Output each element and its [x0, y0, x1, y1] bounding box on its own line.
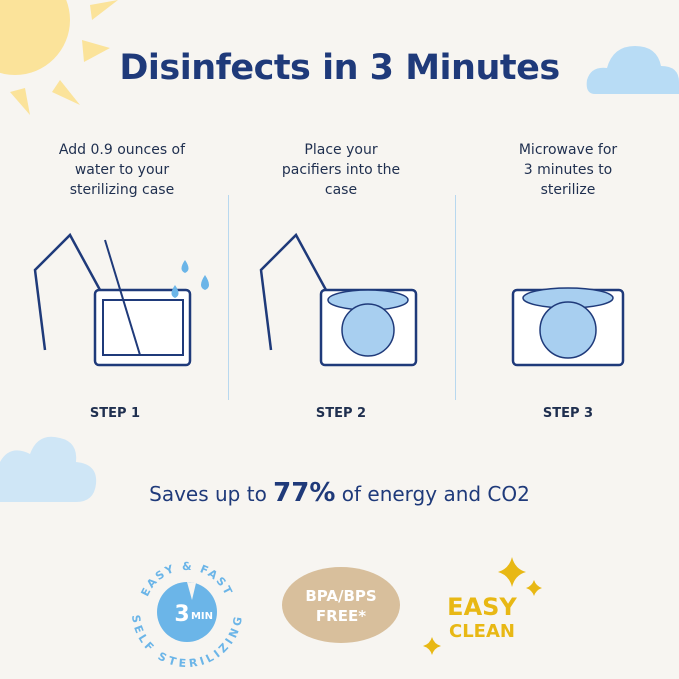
cloud-icon [586, 46, 679, 94]
step-1-text: Add 0.9 ounces of water to your steriliz… [58, 142, 186, 198]
savings-suffix: of energy and CO2 [341, 482, 530, 506]
sparkle-icon [498, 557, 526, 587]
badge-unit: MIN [191, 611, 213, 622]
clean-line1: EASY [447, 593, 517, 621]
divider [455, 195, 456, 400]
bpa-free-badge: BPA/BPS FREE* [282, 567, 400, 643]
cloud-icon [0, 436, 97, 502]
pacifier-case-illustration [259, 232, 418, 367]
water-case-illustration [33, 232, 209, 367]
savings-value: 77% [273, 478, 336, 508]
step-2-label: STEP 2 [315, 406, 367, 421]
sparkle-icon [526, 580, 542, 596]
divider [228, 195, 229, 400]
step-2-text: Place your pacifiers into the case [281, 142, 401, 198]
clean-line2: CLEAN [449, 621, 515, 642]
3min-badge: 3 MIN EASY & FAST SELF STERILIZING [130, 560, 243, 670]
step-1: Add 0.9 ounces of water to your steriliz… [2, 140, 228, 421]
closed-case-illustration [511, 287, 625, 367]
badge-minutes: 3 [174, 602, 189, 627]
sun-icon [0, 0, 118, 115]
step-1-label: STEP 1 [89, 406, 141, 421]
sparkle-icon [423, 637, 441, 655]
savings-prefix: Saves up to [149, 482, 267, 506]
step-3-text: Microwave for 3 minutes to sterilize [518, 142, 618, 198]
step-2: Place your pacifiers into the case STEP … [228, 140, 454, 421]
easy-clean-badge: EASY CLEAN [423, 557, 542, 655]
step-3-label: STEP 3 [542, 406, 594, 421]
step-3: Microwave for 3 minutes to sterilize STE… [455, 140, 679, 421]
savings-line: Saves up to 77% of energy and CO2 [0, 478, 679, 508]
bpa-line1: BPA/BPS [305, 587, 376, 605]
page-title: Disinfects in 3 Minutes [119, 48, 560, 88]
bpa-line2: FREE* [316, 607, 366, 625]
